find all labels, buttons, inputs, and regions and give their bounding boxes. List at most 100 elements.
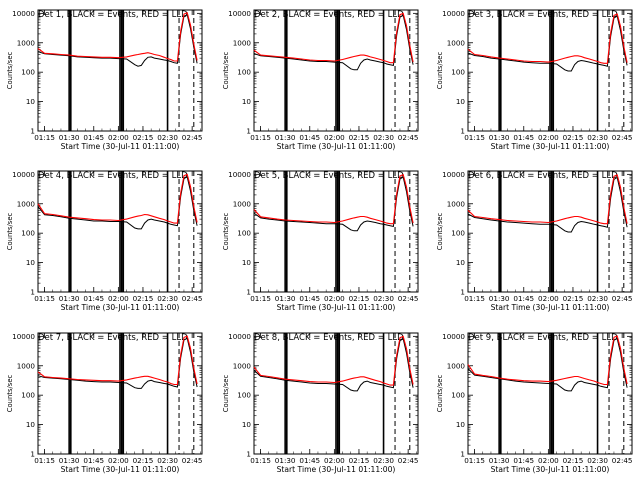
y-tick-label: 1: [246, 450, 251, 459]
y-tick-label: 100: [237, 68, 251, 77]
x-tick-label: 01:30: [59, 294, 80, 303]
x-tick-label: 02:30: [373, 294, 394, 303]
y-axis-label: Counts/sec: [6, 375, 14, 413]
y-tick-label: 10000: [12, 9, 35, 18]
y-tick-label: 10000: [228, 332, 251, 341]
panel-title: Det 5, BLACK = Events, RED = LLD: [254, 171, 404, 181]
y-tick-label: 1: [246, 127, 251, 136]
x-tick-label: 02:45: [182, 133, 203, 142]
x-tick-label: 02:45: [398, 133, 419, 142]
y-tick-label: 1000: [233, 361, 252, 370]
x-tick-label: 02:00: [538, 456, 559, 465]
y-tick-label: 10: [26, 258, 36, 267]
y-tick-label: 10: [242, 258, 252, 267]
y-tick-label: 1000: [17, 199, 36, 208]
panel-det-7: Det 7, BLACK = Events, RED = LLD 1 10 100 10…: [6, 332, 203, 474]
panel-det-2: Det 2, BLACK = Events, RED = LLD 1 10 100 10…: [222, 9, 419, 151]
y-tick-label: 100: [451, 391, 465, 400]
x-tick-label: 02:15: [133, 456, 154, 465]
x-tick-label: 02:15: [349, 133, 370, 142]
lld-series-line: [467, 174, 628, 225]
y-axis-label: Counts/sec: [222, 375, 230, 413]
y-tick-label: 10000: [442, 332, 465, 341]
y-tick-label: 1: [30, 288, 35, 297]
lld-series-line: [467, 13, 628, 64]
y-axis-label: Counts/sec: [6, 213, 14, 251]
x-tick-label: 02:00: [324, 456, 345, 465]
x-tick-label: 01:45: [83, 294, 104, 303]
lld-series-line: [37, 173, 198, 224]
y-tick-label: 1000: [233, 199, 252, 208]
events-series-line: [253, 14, 414, 71]
x-tick-label: 01:45: [513, 294, 534, 303]
lld-series-line: [253, 173, 414, 225]
panel-det-9: Det 9, BLACK = Events, RED = LLD 1 10 100 10…: [436, 332, 633, 474]
y-tick-label: 1000: [447, 199, 466, 208]
x-tick-label: 02:30: [587, 294, 608, 303]
x-tick-label: 02:00: [108, 456, 129, 465]
x-tick-label: 02:30: [587, 456, 608, 465]
x-tick-label: 02:30: [157, 456, 178, 465]
panel-title: Det 7, BLACK = Events, RED = LLD: [38, 333, 188, 343]
panel-det-4: Det 4, BLACK = Events, RED = LLD 1 10 100 10…: [6, 170, 203, 312]
x-tick-label: 02:30: [157, 133, 178, 142]
x-axis-label: Start Time (30-Jul-11 01:11:00): [277, 303, 396, 312]
x-tick-label: 02:45: [612, 456, 633, 465]
x-tick-label: 02:00: [108, 133, 129, 142]
x-tick-label: 02:45: [612, 294, 633, 303]
x-tick-label: 02:30: [373, 133, 394, 142]
events-series-line: [467, 337, 628, 392]
x-tick-label: 01:30: [489, 133, 510, 142]
x-tick-label: 01:15: [464, 456, 485, 465]
y-axis-label: Counts/sec: [436, 52, 444, 90]
x-tick-label: 01:45: [513, 133, 534, 142]
x-tick-label: 01:15: [464, 294, 485, 303]
x-tick-label: 01:30: [275, 133, 296, 142]
x-tick-label: 02:30: [373, 456, 394, 465]
y-tick-label: 1000: [17, 38, 36, 47]
x-tick-label: 02:45: [182, 294, 203, 303]
x-axis-label: Start Time (30-Jul-11 01:11:00): [61, 465, 180, 474]
x-tick-label: 02:00: [324, 294, 345, 303]
y-axis-label: Counts/sec: [222, 213, 230, 251]
y-axis-label: Counts/sec: [222, 52, 230, 90]
panel-det-3: Det 3, BLACK = Events, RED = LLD 1 10 100 10…: [436, 9, 633, 151]
x-axis-label: Start Time (30-Jul-11 01:11:00): [61, 142, 180, 151]
y-tick-label: 10: [456, 97, 466, 106]
x-axis-label: Start Time (30-Jul-11 01:11:00): [491, 142, 610, 151]
x-tick-label: 01:30: [275, 294, 296, 303]
panel-title: Det 6, BLACK = Events, RED = LLD: [468, 171, 618, 181]
x-tick-label: 02:15: [133, 294, 154, 303]
x-tick-label: 02:00: [538, 294, 559, 303]
y-tick-label: 1: [460, 288, 465, 297]
y-tick-label: 1000: [447, 38, 466, 47]
x-tick-label: 02:30: [157, 294, 178, 303]
x-tick-label: 01:30: [59, 133, 80, 142]
lld-series-line: [467, 335, 628, 386]
y-tick-label: 1: [30, 127, 35, 136]
y-tick-label: 100: [21, 229, 35, 238]
panel-title: Det 8, BLACK = Events, RED = LLD: [254, 333, 404, 343]
x-axis-label: Start Time (30-Jul-11 01:11:00): [277, 465, 396, 474]
panel-title: Det 9, BLACK = Events, RED = LLD: [468, 333, 618, 343]
x-tick-label: 01:30: [275, 456, 296, 465]
lld-series-line: [37, 335, 198, 386]
x-tick-label: 01:15: [34, 133, 55, 142]
y-tick-label: 10: [26, 97, 36, 106]
y-tick-label: 1000: [233, 38, 252, 47]
x-tick-label: 02:15: [349, 456, 370, 465]
x-tick-label: 01:15: [250, 133, 271, 142]
x-tick-label: 01:15: [34, 294, 55, 303]
x-tick-label: 01:45: [299, 456, 320, 465]
y-tick-label: 10000: [228, 9, 251, 18]
panel-det-8: Det 8, BLACK = Events, RED = LLD 1 10 100 10…: [222, 332, 419, 474]
y-tick-label: 1: [460, 450, 465, 459]
x-tick-label: 01:45: [299, 133, 320, 142]
x-tick-label: 01:30: [489, 456, 510, 465]
x-tick-label: 01:30: [489, 294, 510, 303]
x-tick-label: 01:15: [464, 133, 485, 142]
x-tick-label: 02:00: [538, 133, 559, 142]
x-tick-label: 02:45: [182, 456, 203, 465]
x-axis-label: Start Time (30-Jul-11 01:11:00): [277, 142, 396, 151]
